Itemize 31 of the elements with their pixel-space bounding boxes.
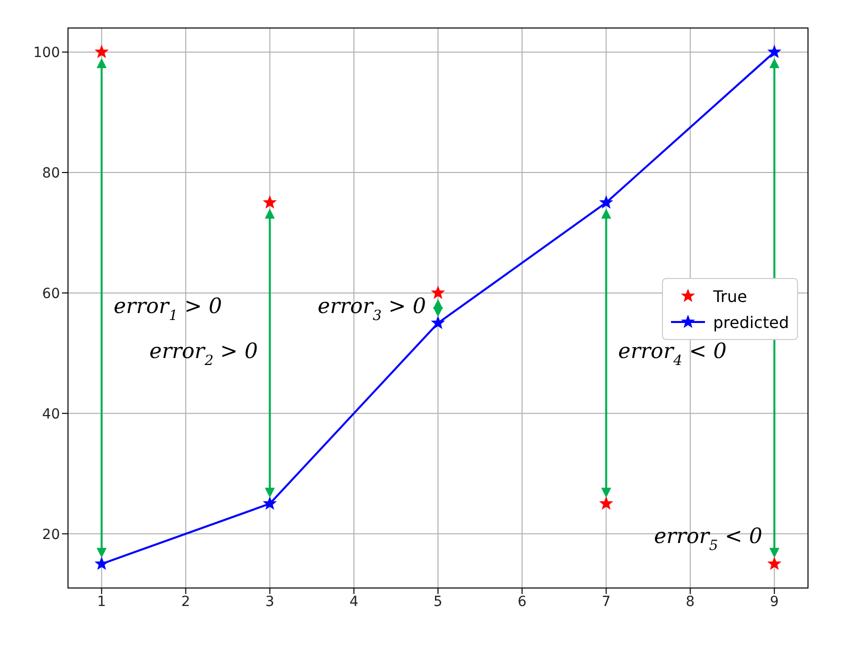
point [768, 557, 781, 570]
y-tick-label: 20 [42, 526, 60, 543]
point [95, 557, 108, 570]
x-tick-label: 2 [181, 594, 190, 610]
point [432, 316, 444, 328]
y-tick-label: 40 [42, 406, 60, 422]
legend-label: predicted [713, 312, 789, 332]
point [264, 196, 276, 208]
x-tick-label: 4 [349, 594, 358, 610]
x-tick-label: 8 [686, 594, 695, 610]
annotation: error$_{5}$ < 0 [654, 524, 762, 554]
annotation: error$_{4}$ < 0 [618, 340, 727, 369]
x-tick-label: 9 [770, 594, 779, 610]
point [600, 196, 612, 208]
x-tick-label: 7 [602, 594, 611, 610]
x-tick-label: 3 [265, 594, 274, 610]
x-tick-label: 5 [434, 594, 442, 610]
point [600, 497, 612, 510]
annotation: error$_{1}$ > 0 [114, 294, 222, 324]
x-tick-label: 1 [97, 594, 106, 610]
point [95, 46, 108, 58]
y-tick-label: 100 [33, 45, 60, 62]
annotation: error$_{3}$ > 0 [318, 294, 426, 324]
x-tick-label: 6 [518, 594, 527, 610]
annotation: error$_{2}$ > 0 [149, 340, 258, 369]
point [432, 286, 444, 298]
point [768, 46, 781, 58]
legend-label: True [713, 286, 748, 306]
y-tick-label: 60 [42, 286, 60, 302]
y-tick-label: 80 [42, 165, 60, 182]
point [264, 497, 276, 510]
